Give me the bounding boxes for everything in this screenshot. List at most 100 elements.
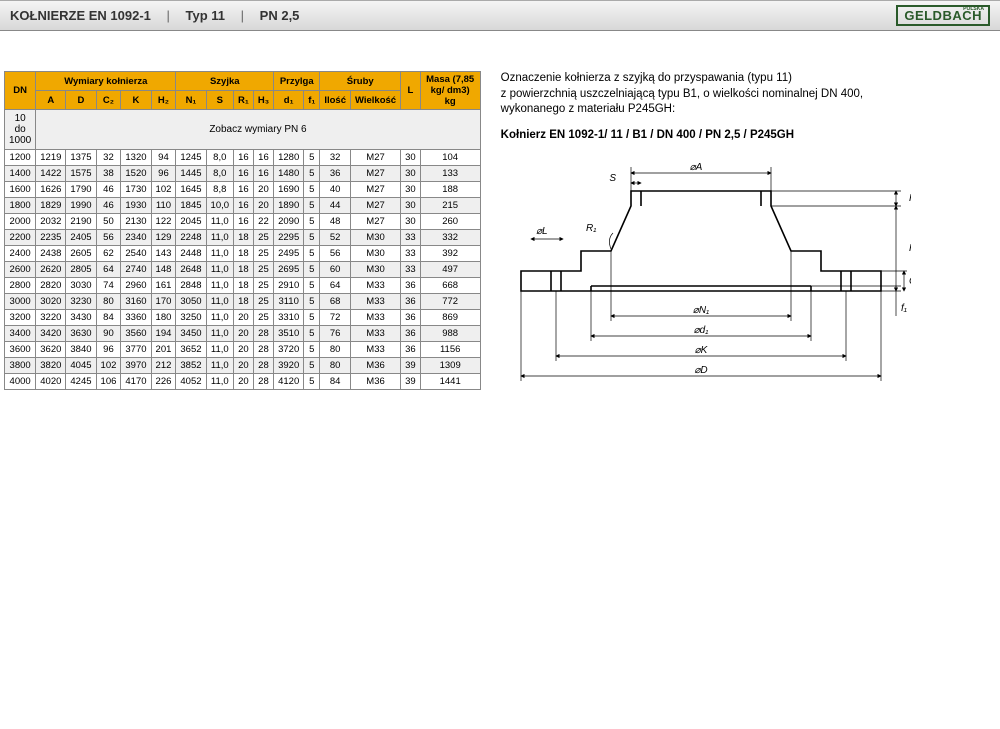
table-cell: 106 [96,374,121,390]
table-cell: M33 [350,294,400,310]
table-cell: 96 [96,342,121,358]
table-cell: 497 [420,262,480,278]
table-cell: 3852 [176,358,206,374]
table-cell: 2648 [176,262,206,278]
table-cell: 1400 [5,166,36,182]
table-cell: 1480 [274,166,304,182]
svg-text:R₁: R₁ [586,223,596,234]
table-cell: 28 [253,326,273,342]
table-cell: 2540 [121,246,151,262]
table-cell: 1520 [121,166,151,182]
table-cell: 201 [151,342,176,358]
table-cell: 1730 [121,182,151,198]
table-cell: 3620 [36,342,66,358]
table-cell: 16 [234,198,254,214]
table-cell: 20 [234,358,254,374]
table-cell: 8,0 [206,166,234,182]
table-cell: 2438 [36,246,66,262]
table-cell: 33 [401,262,421,278]
table-cell: 2605 [66,246,96,262]
table-cell: 1690 [274,182,304,198]
table-cell: M36 [350,358,400,374]
table-cell: 129 [151,230,176,246]
table-cell: 16 [234,214,254,230]
table-cell: 16 [234,166,254,182]
table-cell: 3920 [274,358,304,374]
table-row: 180018291990461930110184510,016201890544… [5,198,481,214]
table-cell: 3400 [5,326,36,342]
table-cell: 25 [253,230,273,246]
table-cell: 3310 [274,310,304,326]
table-cell: 1441 [420,374,480,390]
table-cell: 16 [253,166,273,182]
table-cell: 104 [420,150,480,166]
table-cell: 3840 [66,342,96,358]
table-cell: 10,0 [206,198,234,214]
table-cell: 18 [234,278,254,294]
table-row: 3800382040451023970212385211,02028392058… [5,358,481,374]
table-cell: 44 [320,198,351,214]
table-cell: M33 [350,342,400,358]
table-row: 1400142215753815209614458,016161480536M2… [5,166,481,182]
header-title: KOŁNIERZE EN 1092-1 | Typ 11 | PN 2,5 [10,8,299,23]
table-cell: 36 [320,166,351,182]
table-cell: 16 [234,150,254,166]
table-cell: 2805 [66,262,96,278]
table-cell: 5 [304,358,320,374]
table-cell: 3200 [5,310,36,326]
table-cell: 3560 [121,326,151,342]
col-header: C₂ [96,91,121,110]
table-cell: 5 [304,374,320,390]
right-panel: Oznaczenie kołnierza z szyjką do przyspa… [501,71,996,421]
table-row: 280028203030742960161284811,018252910564… [5,278,481,294]
flange-diagram: ⌀A S ⌀L R₁ ⌀N₁ ⌀d₁ ⌀K ⌀D H₃ H₂ C₂ f₁ [501,161,996,421]
table-cell: 36 [401,278,421,294]
table-cell: 5 [304,294,320,310]
table-cell: 20 [253,182,273,198]
table-cell: 1245 [176,150,206,166]
svg-text:⌀D: ⌀D [694,365,707,376]
table-cell: 36 [401,342,421,358]
table-cell: 36 [401,326,421,342]
table-cell: 3220 [36,310,66,326]
table-cell: 30 [401,182,421,198]
table-cell: 1829 [36,198,66,214]
table-cell: 39 [401,358,421,374]
table-cell: 3652 [176,342,206,358]
table-cell: 11,0 [206,374,234,390]
table-cell: 1156 [420,342,480,358]
table-cell: 148 [151,262,176,278]
table-cell: 3020 [36,294,66,310]
desc-line-2: z powierzchnią uszczelniającą typu B1, o… [501,87,996,103]
table-cell: 2910 [274,278,304,294]
table-cell: 3600 [5,342,36,358]
col-header: R₁ [234,91,254,110]
table-cell: 1575 [66,166,96,182]
col-header: f₁ [304,91,320,110]
description-text: Oznaczenie kołnierza z szyjką do przyspa… [501,71,996,118]
table-cell: M30 [350,230,400,246]
col-header-dn: DN [5,72,36,110]
svg-text:H₂: H₂ [909,243,911,254]
header-bar: KOŁNIERZE EN 1092-1 | Typ 11 | PN 2,5 PO… [0,0,1000,31]
table-cell: 1280 [274,150,304,166]
table-cell: 3800 [5,358,36,374]
table-cell: 5 [304,310,320,326]
table-cell: 39 [401,374,421,390]
table-cell: 3510 [274,326,304,342]
diagram-svg: ⌀A S ⌀L R₁ ⌀N₁ ⌀d₁ ⌀K ⌀D H₃ H₂ C₂ f₁ [501,161,911,421]
svg-text:H₃: H₃ [909,193,911,204]
table-cell: 2740 [121,262,151,278]
table-cell: 46 [96,198,121,214]
table-cell: 11,0 [206,358,234,374]
table-cell: 80 [320,358,351,374]
col-header: K [121,91,151,110]
table-cell: 3110 [274,294,304,310]
table-cell: 94 [151,150,176,166]
table-cell: 84 [96,310,121,326]
table-cell: 62 [96,246,121,262]
table-cell: 8,0 [206,150,234,166]
table-cell: M33 [350,326,400,342]
table-cell: 1800 [5,198,36,214]
separator: | [167,8,170,23]
